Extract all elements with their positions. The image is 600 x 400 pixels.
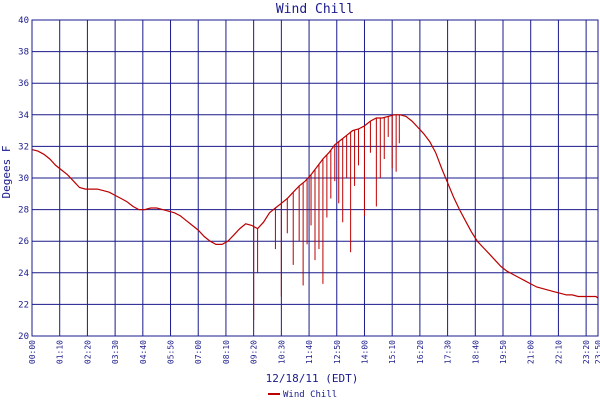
y-tick-label: 34 — [18, 111, 29, 121]
x-tick-label: 23:20 — [582, 340, 591, 364]
y-tick-label: 22 — [18, 300, 29, 310]
x-tick-label: 07:00 — [194, 340, 203, 364]
series-line-wind-chill — [31, 114, 599, 299]
y-tick-labels: 20 22 24 26 28 30 32 34 36 38 40 — [18, 16, 29, 342]
x-tick-label: 10:30 — [277, 340, 286, 364]
legend-label: Wind Chill — [283, 390, 337, 400]
y-tick-label: 26 — [18, 237, 29, 247]
x-tick-label: 08:10 — [222, 340, 231, 364]
x-tick-label: 09:20 — [250, 340, 259, 364]
series-layer — [31, 114, 599, 321]
x-tick-label: 18:40 — [471, 340, 480, 364]
y-tick-label: 38 — [18, 48, 29, 58]
x-tick-label: 12:50 — [333, 340, 342, 364]
y-axis-label: Degees F — [0, 146, 13, 199]
x-tick-label: 17:30 — [444, 340, 453, 364]
x-tick-label: 00:00 — [28, 340, 37, 364]
x-tick-label: 11:40 — [305, 340, 314, 364]
x-tick-label: 22:10 — [554, 340, 563, 364]
y-tick-label: 20 — [18, 332, 29, 342]
x-tick-labels: 00:00 01:10 02:20 03:30 04:40 05:50 07:00 08:10… — [28, 340, 600, 364]
x-tick-label: 19:50 — [499, 340, 508, 364]
y-tick-label: 24 — [18, 269, 29, 279]
x-tick-label: 01:10 — [56, 340, 65, 364]
x-tick-label: 21:00 — [527, 340, 536, 364]
y-tick-label: 40 — [18, 16, 29, 26]
y-tick-label: 32 — [18, 142, 29, 152]
x-tick-label: 14:00 — [360, 340, 369, 364]
y-tick-label: 28 — [18, 206, 29, 216]
x-tick-label: 16:20 — [416, 340, 425, 364]
y-tick-label: 36 — [18, 79, 29, 89]
plot-border — [31, 19, 599, 337]
y-tick-label: 30 — [18, 174, 29, 184]
x-axis-label: 12/18/11 (EDT) — [266, 372, 359, 385]
x-tick-label: 05:50 — [167, 340, 176, 364]
x-tick-label: 15:10 — [388, 340, 397, 364]
x-tick-label: 23:50 — [594, 340, 600, 364]
x-tick-label: 03:30 — [111, 340, 120, 364]
chart-title: Wind Chill — [276, 2, 354, 17]
x-tick-label: 04:40 — [139, 340, 148, 364]
x-tick-label: 02:20 — [83, 340, 92, 364]
